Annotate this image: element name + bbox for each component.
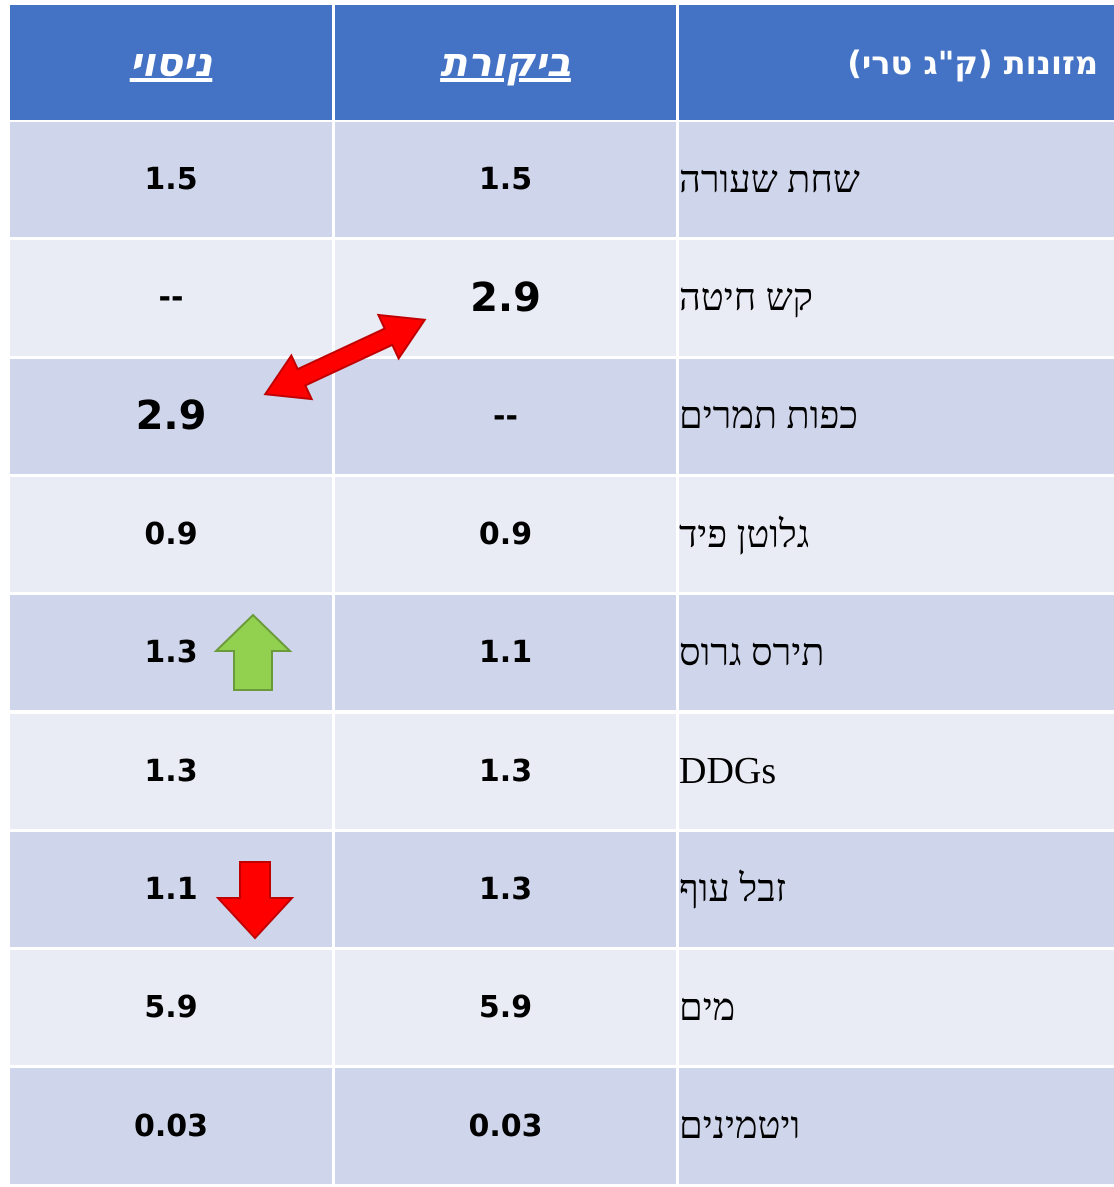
row-label: זבל עוף [679, 831, 1114, 948]
value-cell: 1.1 [10, 831, 332, 948]
double-arrow [263, 313, 427, 401]
row-label: כפות תמרים [679, 358, 1114, 474]
row-label: גלוטן פיד [679, 476, 1114, 593]
header-cell: ביקורת [335, 5, 676, 120]
value-cell: 0.9 [335, 476, 676, 593]
value-cell: -- [10, 240, 332, 356]
value-cell: 0.03 [10, 1068, 332, 1184]
row-label: DDGs [679, 713, 1114, 829]
up-arrow [213, 613, 293, 691]
value-cell: -- [335, 358, 676, 474]
row-label: ויטמינים [679, 1068, 1114, 1184]
value-cell: 1.3 [10, 713, 332, 829]
value-cell: 1.3 [335, 713, 676, 829]
value-cell: 5.9 [10, 950, 332, 1066]
header-cell: מזונות (ק"ג טרי) [679, 5, 1114, 120]
down-arrow [215, 861, 295, 940]
header-cell: ניסוי [10, 5, 332, 120]
row-label: תירס גרוס [679, 595, 1114, 711]
value-cell: 5.9 [335, 950, 676, 1066]
value-cell: 1.3 [335, 831, 676, 948]
value-cell: 1.3 [10, 595, 332, 711]
value-cell: 1.1 [335, 595, 676, 711]
row-label: קש חיטה [679, 240, 1114, 356]
value-cell: 0.9 [10, 476, 332, 593]
value-cell: 0.03 [335, 1068, 676, 1184]
row-label: מים [679, 950, 1114, 1066]
row-label: שחת שעורה [679, 122, 1114, 238]
value-cell: 1.5 [10, 122, 332, 238]
value-cell: 1.5 [335, 122, 676, 238]
